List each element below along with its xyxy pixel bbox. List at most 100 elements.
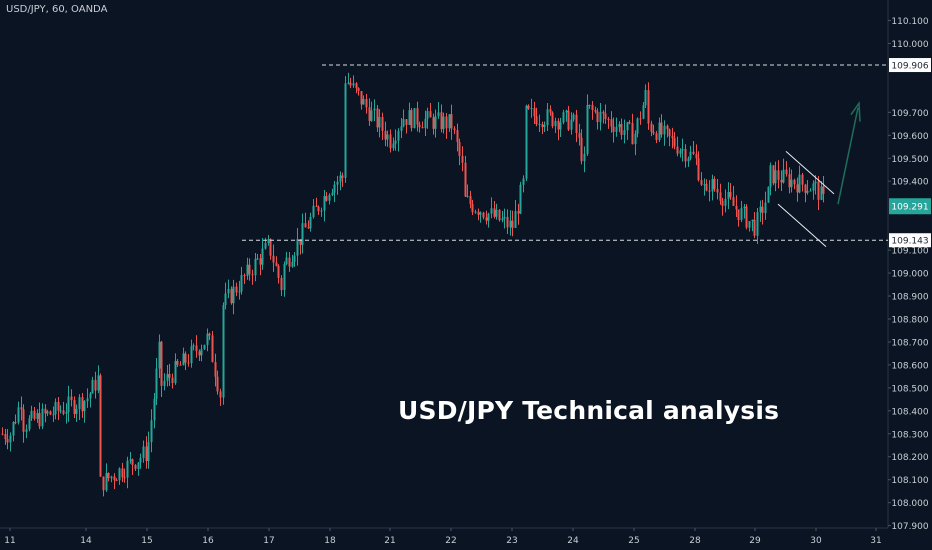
x-tick-label: 15 [141,536,152,546]
x-tick-label: 31 [870,536,881,546]
candle-body [745,206,748,228]
candle-body [782,169,785,183]
candle-body [410,110,413,129]
candle-body [315,205,318,207]
candle-body [636,118,639,134]
candle-body [623,130,626,135]
candle-body [331,192,334,195]
candle-body [479,212,482,215]
candle-body [804,184,807,193]
y-tick-label: 110.000 [891,40,928,50]
candle-body [801,174,804,185]
candle-body [373,108,376,111]
channel-upper-line [785,150,835,195]
candle-body [474,211,477,213]
candle-body [586,104,589,154]
candle-body [487,213,490,221]
candle-body [756,212,759,236]
candle-body [304,223,307,228]
candle-body [309,216,312,229]
candle-body [62,410,65,414]
candle-body [777,170,780,180]
y-tick-label: 108.600 [891,361,928,371]
candle-body [533,108,536,117]
candle-body [288,257,291,267]
candle-body [464,162,467,197]
candle-body [184,353,187,363]
candle-body [283,264,286,291]
y-tick-label: 108.200 [891,453,928,463]
x-tick-label: 28 [689,536,701,546]
candle-body [466,195,469,197]
candle-body [679,150,682,154]
candle-body [203,344,206,350]
candle-body [301,223,304,245]
candle-body [604,113,607,120]
candle-body [57,402,60,411]
candle-body [490,208,493,214]
arrow-shaft [837,107,859,205]
candle-body [596,111,599,123]
candle-body [261,248,264,265]
candle-body [317,206,320,212]
candle-body [812,183,815,191]
y-tick-label: 109.700 [891,109,928,119]
candle-body [381,117,384,131]
candle-body [36,413,39,419]
candle-body [293,255,296,262]
candle-body [551,112,554,127]
candle-body [437,112,440,117]
candles-group [1,72,825,497]
candle-body [397,130,400,141]
candle-body [780,179,783,183]
candle-body [424,118,427,129]
candle-body [713,179,716,190]
candle-body [355,83,358,89]
candle-body [216,376,219,392]
candle-body [1,433,4,435]
candle-body [511,220,514,228]
x-tick-label: 23 [506,536,517,546]
candle-body [817,181,820,200]
candle-body [41,408,44,427]
candle-body [267,239,270,243]
candle-body [705,184,708,191]
candle-body [44,408,47,414]
candle-body [554,120,557,127]
candle-body [408,110,411,125]
candle-body [49,411,52,415]
candle-body [256,258,259,260]
candle-body [131,459,134,465]
candle-body [615,127,618,132]
y-tick-label: 108.400 [891,407,928,417]
candle-body [559,122,562,130]
candle-body [166,374,169,381]
candle-body [394,140,397,144]
x-tick-label: 16 [202,536,214,546]
candle-body [697,158,700,181]
candle-body [666,125,669,130]
candle-body [498,209,501,221]
y-tick-label: 108.700 [891,338,928,348]
candle-body [107,472,110,479]
candle-body [700,180,703,185]
candle-body [360,91,363,105]
candle-body [352,83,355,86]
candle-body [240,275,243,292]
candle-body [610,119,613,127]
candle-body [658,122,661,140]
candle-body [562,112,565,123]
candle-body [650,123,653,132]
candle-body [495,209,498,217]
candle-body [17,407,20,423]
candle-body [137,462,140,469]
candle-body [541,123,544,128]
candle-body [102,476,105,491]
candle-body [4,433,7,440]
candle-body [126,460,129,478]
candle-body [22,409,25,432]
candle-body [626,122,629,131]
candle-body [689,151,692,159]
candle-body [724,198,727,206]
